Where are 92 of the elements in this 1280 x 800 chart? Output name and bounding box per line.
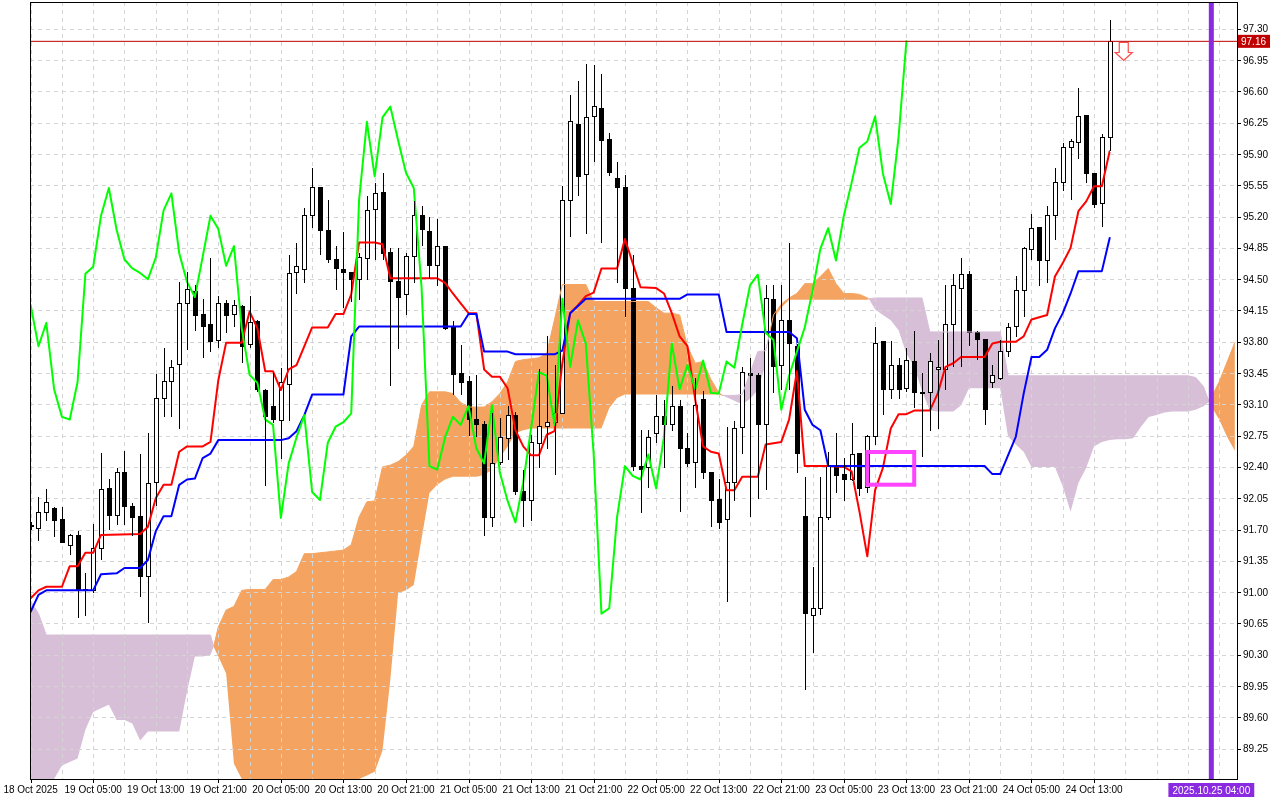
candlestick — [975, 330, 980, 361]
x-tick-label: 21 Oct 13:00 — [502, 784, 561, 795]
y-tick-label: 93.45 — [1243, 367, 1269, 379]
y-tick-label: 92.05 — [1243, 492, 1269, 504]
candlestick — [208, 257, 213, 353]
y-tick-label: 96.60 — [1243, 85, 1269, 97]
x-tick-label: 22 Oct 21:00 — [752, 784, 811, 795]
candlestick — [959, 257, 964, 368]
y-tick-label: 96.25 — [1243, 117, 1269, 129]
candlestick — [1029, 213, 1034, 261]
candlestick — [787, 242, 792, 391]
candlestick — [936, 339, 941, 429]
y-tick-label: 95.90 — [1243, 148, 1269, 160]
line-series — [30, 237, 1111, 613]
y-tick-label: 89.25 — [1243, 743, 1269, 755]
y-tick-label: 96.95 — [1243, 54, 1269, 66]
candlestick — [990, 364, 995, 389]
candlestick — [130, 502, 135, 537]
candlestick — [52, 506, 57, 538]
candlestick — [60, 506, 65, 544]
candlestick — [224, 299, 229, 334]
y-tick-label: 95.20 — [1243, 211, 1269, 223]
x-tick-label: 20 Oct 21:00 — [377, 784, 436, 795]
candlestick — [842, 457, 847, 502]
x-tick-label: 20 Oct 05:00 — [252, 784, 310, 795]
candlestick — [271, 372, 276, 424]
y-tick-label: 90.30 — [1243, 649, 1269, 661]
ref-line-label: 2025.10.25 04:00 — [1172, 784, 1251, 796]
candlestick — [248, 295, 253, 349]
candlestick — [459, 344, 464, 396]
y-tick-label: 91.00 — [1243, 586, 1269, 598]
x-tick-label: 21 Oct 05:00 — [439, 784, 498, 795]
x-tick-label: 22 Oct 05:00 — [627, 784, 686, 795]
candlestick — [615, 161, 620, 284]
x-tick-label: 22 Oct 13:00 — [690, 784, 748, 795]
y-tick-label: 94.50 — [1243, 273, 1269, 285]
candlestick — [639, 429, 644, 514]
y-tick-label: 89.95 — [1243, 680, 1269, 692]
y-tick-label: 95.55 — [1243, 179, 1269, 191]
y-tick-label: 93.10 — [1243, 398, 1269, 410]
candlestick — [920, 372, 925, 458]
line-series — [30, 150, 1111, 600]
candlestick — [169, 359, 174, 418]
candlestick — [44, 488, 49, 522]
candlestick — [811, 566, 816, 654]
line-series — [30, 40, 908, 615]
ref-line-label: 97.16 — [1241, 35, 1267, 47]
candlestick — [36, 496, 41, 542]
y-tick-label: 92.40 — [1243, 461, 1269, 473]
x-tick-label: 24 Oct 05:00 — [1002, 784, 1061, 795]
y-tick-label: 90.65 — [1243, 617, 1269, 629]
candlestick — [341, 231, 346, 309]
candlestick — [537, 368, 542, 469]
x-tick-label: 20 Oct 13:00 — [314, 784, 373, 795]
y-tick-label: 97.30 — [1243, 23, 1269, 35]
y-tick-label: 92.75 — [1243, 430, 1269, 442]
y-tick-label: 93.80 — [1243, 336, 1269, 348]
candlestick — [357, 252, 362, 301]
x-tick-label: 19 Oct 05:00 — [64, 784, 123, 795]
candlestick — [396, 247, 401, 350]
x-tick-label: 23 Oct 13:00 — [877, 784, 936, 795]
y-tick-label: 89.60 — [1243, 711, 1269, 723]
candlestick — [545, 335, 550, 450]
y-tick-label: 94.15 — [1243, 304, 1269, 316]
y-tick-label: 94.85 — [1243, 242, 1269, 254]
candlestick — [435, 218, 440, 287]
candlestick — [717, 478, 722, 530]
x-tick-label: 19 Oct 13:00 — [127, 784, 185, 795]
candlestick — [506, 405, 511, 461]
candlestick — [162, 347, 167, 418]
candlestick — [294, 242, 299, 295]
candlestick — [670, 385, 675, 432]
x-tick-label: 24 Oct 13:00 — [1065, 784, 1124, 795]
x-tick-label: 23 Oct 05:00 — [815, 784, 873, 795]
candlestick — [592, 64, 597, 163]
candlestick — [420, 205, 425, 247]
candlestick — [201, 298, 206, 359]
candlestick — [68, 533, 73, 556]
candlestick — [185, 271, 190, 351]
y-tick-label: 91.35 — [1243, 555, 1269, 567]
x-tick-label: 18 Oct 2025 — [3, 784, 59, 795]
candlestick — [334, 245, 339, 291]
candlestick — [474, 374, 479, 438]
y-tick-label: 91.70 — [1243, 524, 1269, 536]
x-tick-label: 23 Oct 21:00 — [940, 784, 998, 795]
x-tick-label: 19 Oct 21:00 — [189, 784, 248, 795]
candlestick — [373, 182, 378, 261]
x-tick-label: 21 Oct 21:00 — [564, 784, 623, 795]
candlestick — [232, 299, 237, 328]
candlestick — [654, 394, 659, 444]
candlestick — [1069, 138, 1074, 201]
candlestick — [685, 432, 690, 468]
